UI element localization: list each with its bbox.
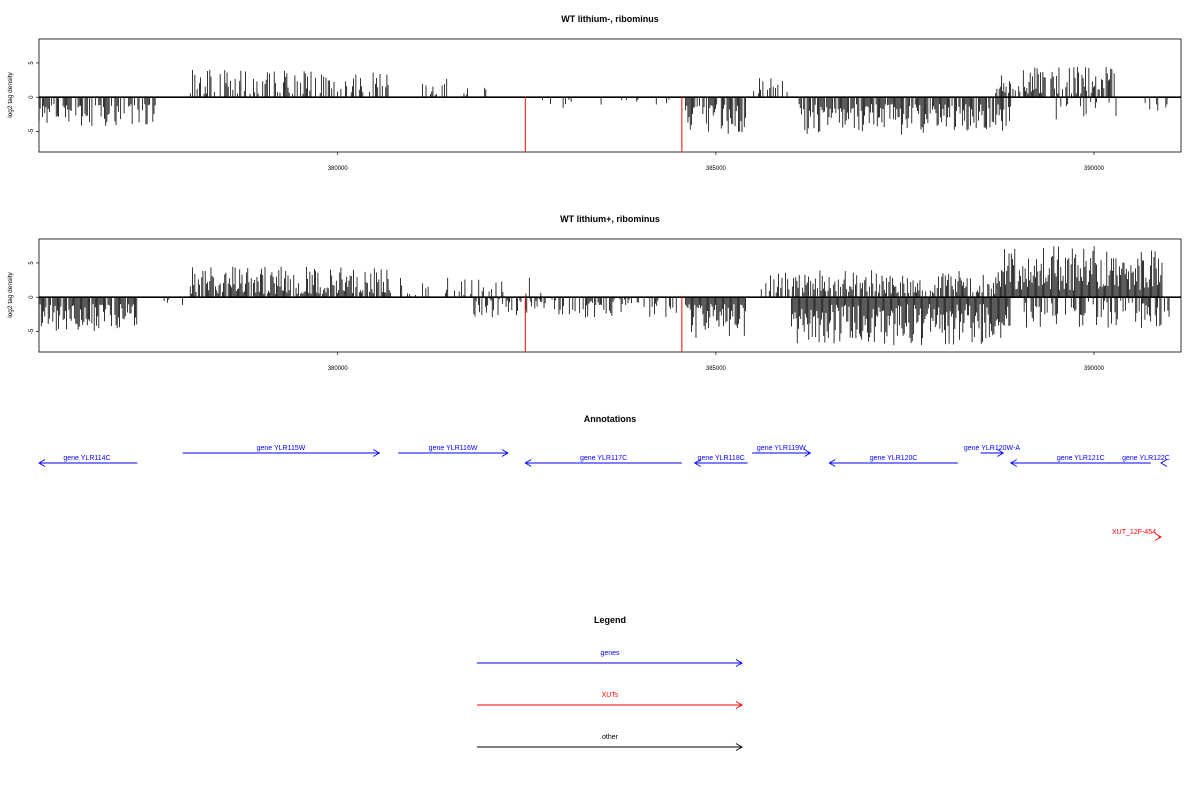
panel-2-ylabel: log2 tag density <box>7 271 14 317</box>
legend-arrowhead <box>735 701 743 709</box>
panel-1-ylabel: log2 tag density <box>7 71 14 117</box>
legend: Legend genes XUTs other <box>477 615 743 751</box>
arrowhead-left <box>1160 459 1168 467</box>
gene-feature: gene YLR122C <box>1122 455 1170 467</box>
feature-label: gene YLR115W <box>257 445 306 452</box>
legend-item-genes: genes <box>477 650 743 667</box>
y-tick-label: -5 <box>29 128 35 134</box>
panel-1-red-markers <box>524 97 683 152</box>
arrowhead-right <box>373 449 381 457</box>
y-tick-label: 5 <box>29 261 35 265</box>
feature-label: gene YLR120C <box>870 455 918 462</box>
panel-lithium-minus: WT lithium-, ribominus log2 tag density … <box>7 14 1182 172</box>
panel-1-title: WT lithium-, ribominus <box>561 14 659 24</box>
legend-arrowhead <box>735 659 743 667</box>
gene-feature: gene YLR120W-A <box>964 445 1020 457</box>
gene-feature: gene YLR120C <box>828 455 958 467</box>
legend-items: genes XUTs other <box>477 650 743 751</box>
panel-lithium-plus: WT lithium+, ribominus log2 tag density … <box>7 214 1182 372</box>
arrowhead-left <box>524 459 532 467</box>
arrowhead-right <box>1154 533 1162 541</box>
gene-feature: gene YLR117C <box>524 455 682 467</box>
x-tick-label: 380000 <box>328 366 349 372</box>
gene-feature: gene YLR115W <box>182 445 381 457</box>
legend-item-XUTs: XUTs <box>477 692 743 709</box>
feature-label: gene YLR117C <box>580 455 627 462</box>
y-tick-label: -5 <box>29 328 35 334</box>
panel-1-plot-frame <box>38 38 1182 153</box>
feature-label: XUT_12F-454 <box>1112 529 1156 536</box>
panel-2-x-axis: 380000 385000 390000 <box>328 352 1105 372</box>
x-tick-label: 385000 <box>706 366 727 372</box>
arrowhead-right <box>997 449 1005 457</box>
x-tick-label: 380000 <box>328 166 349 172</box>
gene-feature: gene YLR116W <box>398 445 509 457</box>
y-tick-label: 5 <box>29 61 35 65</box>
feature-label: gene YLR119W <box>757 445 806 452</box>
y-tick-label: 0 <box>29 95 35 99</box>
x-tick-label: 390000 <box>1084 166 1105 172</box>
panel-2-red-markers <box>524 297 683 352</box>
panel-1-x-axis: 380000 385000 390000 <box>328 152 1105 172</box>
arrowhead-left <box>693 459 701 467</box>
feature-label: gene YLR121C <box>1057 455 1105 462</box>
x-tick-label: 385000 <box>706 166 727 172</box>
panel-2-y-axis: -5 0 5 <box>29 261 39 334</box>
gene-feature: gene YLR118C <box>693 455 748 467</box>
legend-label: genes <box>600 650 620 657</box>
legend-title: Legend <box>594 615 626 625</box>
feature-label: gene YLR114C <box>63 455 110 462</box>
feature-label: gene YLR118C <box>698 455 745 462</box>
arrowhead-right <box>501 449 509 457</box>
panel-1-y-axis: -5 0 5 <box>29 61 39 134</box>
x-tick-label: 390000 <box>1084 366 1105 372</box>
legend-arrowhead <box>735 743 743 751</box>
arrowhead-left <box>1009 459 1018 467</box>
legend-label: other <box>602 734 619 741</box>
panel-2-plot-frame <box>38 238 1182 353</box>
gene-feature: gene YLR121C <box>1009 455 1151 467</box>
feature-label: gene YLR122C <box>1122 455 1170 462</box>
panel-2-title: WT lithium+, ribominus <box>560 214 660 224</box>
arrowhead-left <box>828 459 836 467</box>
feature-label: gene YLR116W <box>429 445 478 452</box>
gene-feature: gene YLR119W <box>752 445 812 457</box>
y-tick-label: 0 <box>29 295 35 299</box>
feature-label: gene YLR120W-A <box>964 445 1020 452</box>
arrowhead-left <box>38 459 46 467</box>
legend-item-other: other <box>477 734 743 751</box>
panel-1-bars <box>38 66 1181 135</box>
xut-feature: XUT_12F-454 <box>1112 529 1162 541</box>
annotations-title: Annotations <box>584 414 637 424</box>
panel-2-bars <box>38 246 1181 346</box>
gene-feature: gene YLR114C <box>38 455 138 467</box>
legend-label: XUTs <box>602 692 619 699</box>
arrowhead-right <box>804 449 812 457</box>
annotation-features: gene YLR114C gene YLR115W gene YLR116W gene… <box>38 445 1170 541</box>
